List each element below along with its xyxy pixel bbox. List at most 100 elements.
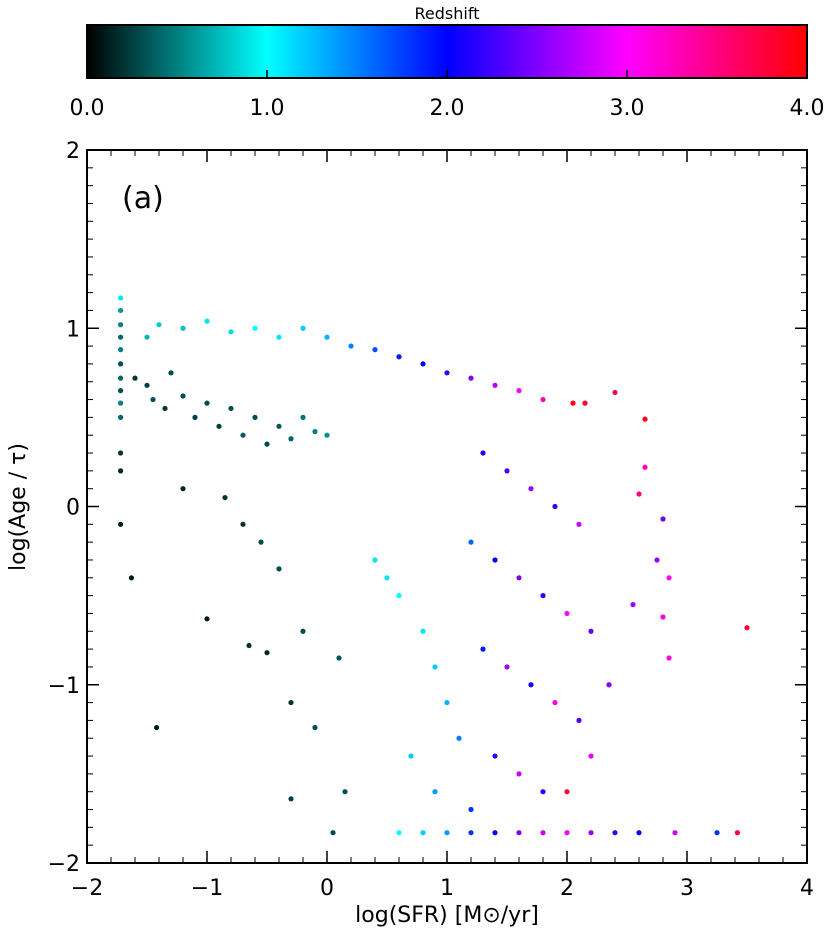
data-point — [336, 655, 342, 661]
y-tick-labels: −2 −1 0 1 2 — [48, 139, 80, 877]
data-point — [252, 414, 258, 420]
data-point — [714, 830, 720, 836]
data-point — [666, 575, 672, 581]
data-point — [118, 388, 124, 394]
data-point — [516, 771, 522, 777]
data-point — [432, 664, 438, 670]
data-point — [300, 414, 306, 420]
data-point — [144, 334, 150, 340]
data-point — [666, 655, 672, 661]
data-point — [468, 375, 474, 381]
data-point — [654, 557, 660, 563]
data-point — [612, 830, 618, 836]
y-tick-label: 0 — [66, 496, 80, 521]
data-point — [168, 370, 174, 376]
data-point — [150, 396, 156, 403]
data-point — [408, 753, 414, 759]
data-point — [468, 806, 474, 813]
data-point — [348, 343, 354, 349]
data-point — [300, 325, 306, 331]
data-point — [288, 796, 294, 802]
data-point — [564, 610, 570, 617]
colorbar-tick-label: 3.0 — [610, 96, 645, 121]
data-point — [504, 664, 510, 670]
data-point — [180, 486, 186, 492]
data-point — [204, 616, 210, 622]
data-point — [492, 557, 498, 563]
data-point — [144, 382, 150, 388]
data-point — [118, 375, 124, 381]
data-point — [324, 432, 330, 438]
data-point — [222, 494, 228, 501]
data-point — [642, 464, 648, 470]
colorbar-tick-label: 0.0 — [70, 96, 105, 121]
data-point — [570, 400, 576, 406]
data-point — [420, 628, 426, 634]
data-points — [118, 295, 750, 836]
data-point — [162, 405, 168, 412]
x-tick-label: 1 — [440, 876, 454, 901]
colorbar-title: Redshift — [415, 4, 480, 23]
data-point — [432, 789, 438, 795]
x-tick-label: 2 — [560, 876, 574, 901]
data-point — [118, 400, 124, 406]
data-point — [264, 441, 270, 447]
colorbar-tick-label: 1.0 — [250, 96, 285, 121]
y-tick-label: −2 — [48, 852, 80, 877]
data-point — [288, 436, 294, 442]
data-point — [118, 322, 124, 328]
data-point — [630, 601, 636, 608]
data-point — [342, 789, 348, 795]
panel-label: (a) — [122, 181, 164, 216]
data-point — [444, 699, 450, 706]
data-point — [642, 416, 648, 422]
data-point — [228, 405, 234, 412]
data-point — [540, 830, 546, 836]
data-point — [204, 318, 210, 324]
data-point — [252, 325, 258, 331]
data-point — [300, 628, 306, 634]
data-point — [372, 347, 378, 353]
x-tick-label: 3 — [680, 876, 694, 901]
data-point — [528, 486, 534, 492]
data-point — [588, 830, 594, 836]
data-point — [552, 699, 558, 706]
data-point — [576, 521, 582, 527]
data-point — [396, 354, 402, 360]
data-point — [660, 614, 666, 620]
data-point — [516, 830, 522, 836]
data-point — [324, 334, 330, 340]
data-point — [384, 575, 390, 581]
data-point — [468, 830, 474, 836]
data-point — [636, 830, 642, 836]
data-point — [216, 423, 222, 429]
data-point — [118, 521, 124, 527]
y-tick-label: −1 — [48, 674, 80, 699]
data-point — [606, 682, 612, 688]
data-point — [420, 830, 426, 836]
data-point — [118, 307, 124, 314]
data-point — [118, 414, 124, 420]
colorbar-ticks: 0.0 1.0 2.0 3.0 4.0 — [70, 70, 825, 121]
data-point — [240, 432, 246, 438]
data-point — [564, 789, 570, 795]
data-point — [128, 575, 134, 581]
data-point — [468, 539, 474, 545]
data-point — [564, 830, 570, 836]
data-point — [734, 830, 741, 836]
data-point — [540, 593, 546, 599]
data-point — [228, 329, 234, 335]
data-point — [480, 450, 486, 456]
data-point — [492, 753, 498, 759]
data-point — [118, 361, 124, 367]
data-point — [396, 593, 402, 599]
data-point — [180, 325, 186, 331]
x-tick-label: −1 — [191, 876, 223, 901]
data-point — [444, 370, 450, 376]
data-point — [576, 717, 582, 724]
data-point — [154, 724, 160, 731]
data-point — [552, 503, 558, 510]
data-point — [744, 625, 750, 631]
data-point — [312, 429, 318, 435]
